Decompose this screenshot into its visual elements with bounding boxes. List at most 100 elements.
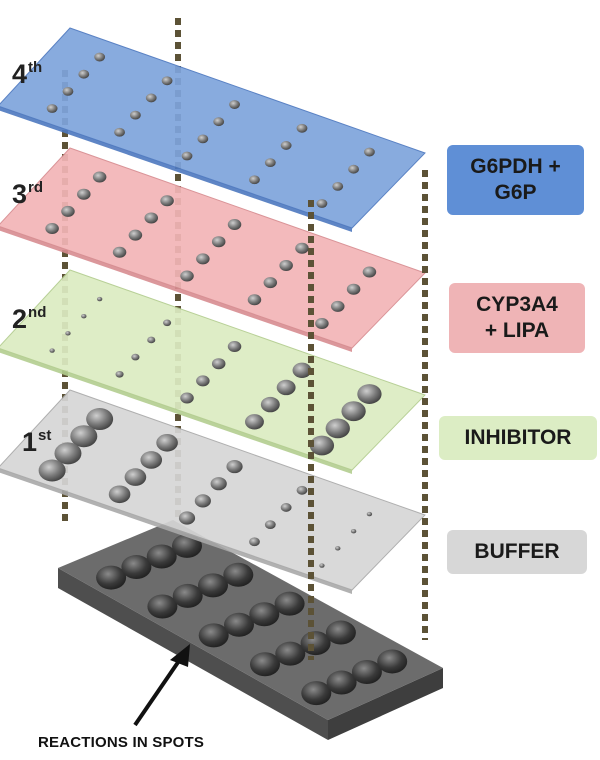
arrow-head-icon <box>170 644 190 667</box>
deposit-spot <box>196 253 210 265</box>
deposit-spot <box>144 212 158 224</box>
deposit-spot <box>46 104 58 113</box>
reaction-spot <box>172 533 202 558</box>
deposit-spot <box>357 384 382 404</box>
deposit-spot <box>115 370 124 378</box>
layer-surface <box>0 27 426 229</box>
deposit-spot <box>348 164 359 174</box>
deposit-spot <box>49 348 55 353</box>
deposit-spot <box>296 123 308 133</box>
deposit-spot <box>292 362 312 378</box>
layer-sheet-4 <box>0 27 426 232</box>
deposit-spot <box>362 266 377 278</box>
reaction-spot <box>172 583 203 608</box>
layer-surface <box>0 269 426 471</box>
deposit-spot <box>124 468 147 486</box>
layer-sheet-2 <box>0 269 426 474</box>
guide-lines-front <box>308 170 428 660</box>
deposit-spot <box>309 435 335 456</box>
reaction-spot <box>146 544 177 569</box>
deposit-spot <box>108 485 131 504</box>
reaction-spot <box>147 594 178 619</box>
deposit-spot <box>128 229 143 241</box>
deposit-spot <box>178 511 196 525</box>
deposit-spot <box>247 294 262 306</box>
deposit-spot <box>196 375 210 387</box>
deposit-spot <box>249 537 260 547</box>
deposit-spot <box>263 277 278 289</box>
deposit-spot <box>38 459 66 482</box>
deposit-spot <box>245 414 264 430</box>
deposit-spot <box>61 205 75 217</box>
deposit-spot <box>45 223 59 235</box>
deposit-spot <box>197 134 209 144</box>
deposit-spot <box>227 219 242 231</box>
layer-surface <box>0 147 426 349</box>
reaction-spot <box>300 631 331 656</box>
deposit-spot <box>54 442 82 465</box>
deposit-spot <box>335 546 341 551</box>
reaction-spot <box>249 602 280 627</box>
layer-label-3: 3rd <box>12 179 44 209</box>
deposit-spot <box>350 529 357 534</box>
layer-sheet-1 <box>0 389 426 594</box>
deposit-spot <box>279 259 293 271</box>
deposit-spot <box>130 110 141 120</box>
reaction-spot <box>198 573 228 598</box>
deposit-spot <box>94 52 106 62</box>
deposit-spot <box>260 396 280 413</box>
deposit-spot <box>180 270 194 282</box>
deposit-spot <box>264 158 276 168</box>
layer-label-2: 2nd <box>12 304 47 334</box>
deposit-spot <box>229 100 240 109</box>
deposit-spot <box>319 563 325 568</box>
deposit-spot <box>180 392 194 404</box>
base-plate <box>58 520 443 740</box>
deposit-spot <box>280 141 292 150</box>
deposit-spot <box>156 433 178 452</box>
reaction-spot <box>351 660 382 684</box>
badge-cyp3a4: CYP3A4 + LIPA <box>449 283 585 353</box>
deposit-spot <box>316 199 328 208</box>
deposit-spot <box>140 451 163 469</box>
deposit-spot <box>65 331 71 336</box>
deposit-spot <box>70 425 98 448</box>
deposit-spot <box>131 353 140 361</box>
deposit-spot <box>346 283 361 295</box>
layer-sheet-3 <box>0 147 426 352</box>
deposit-spot <box>112 246 127 258</box>
deposit-spot <box>210 477 227 491</box>
deposit-spot <box>92 171 107 183</box>
reaction-spot <box>325 620 356 645</box>
reaction-spot <box>198 623 229 648</box>
deposit-spot <box>341 401 366 422</box>
deposit-spot <box>181 151 193 161</box>
guide-lines-back <box>62 18 181 525</box>
deposit-spot <box>145 93 157 103</box>
layer-surface <box>0 389 426 591</box>
deposit-spot <box>295 242 309 254</box>
deposit-spot <box>364 147 375 157</box>
deposit-spot <box>78 69 90 79</box>
reaction-spot <box>96 565 127 590</box>
reaction-spot <box>121 555 152 580</box>
deposit-spot <box>296 485 308 495</box>
deposit-spot <box>264 520 276 530</box>
reaction-spot <box>326 670 357 695</box>
deposit-spot <box>96 296 103 302</box>
badge-inhibitor: INHIBITOR <box>439 416 597 460</box>
deposit-spot <box>366 511 373 517</box>
deposit-spot <box>62 86 74 96</box>
deposit-spot <box>160 195 174 207</box>
deposit-spot <box>161 76 173 86</box>
reaction-spot <box>250 652 280 677</box>
deposit-spot <box>86 408 114 431</box>
reactions-in-spots-label: REACTIONS IN SPOTS <box>38 734 205 751</box>
deposit-spot <box>163 319 172 327</box>
deposit-spot <box>147 336 156 344</box>
reaction-spot <box>224 612 254 637</box>
arrow-to-spots <box>133 644 190 727</box>
reaction-spot <box>377 649 408 674</box>
badge-buffer: BUFFER <box>447 530 587 574</box>
